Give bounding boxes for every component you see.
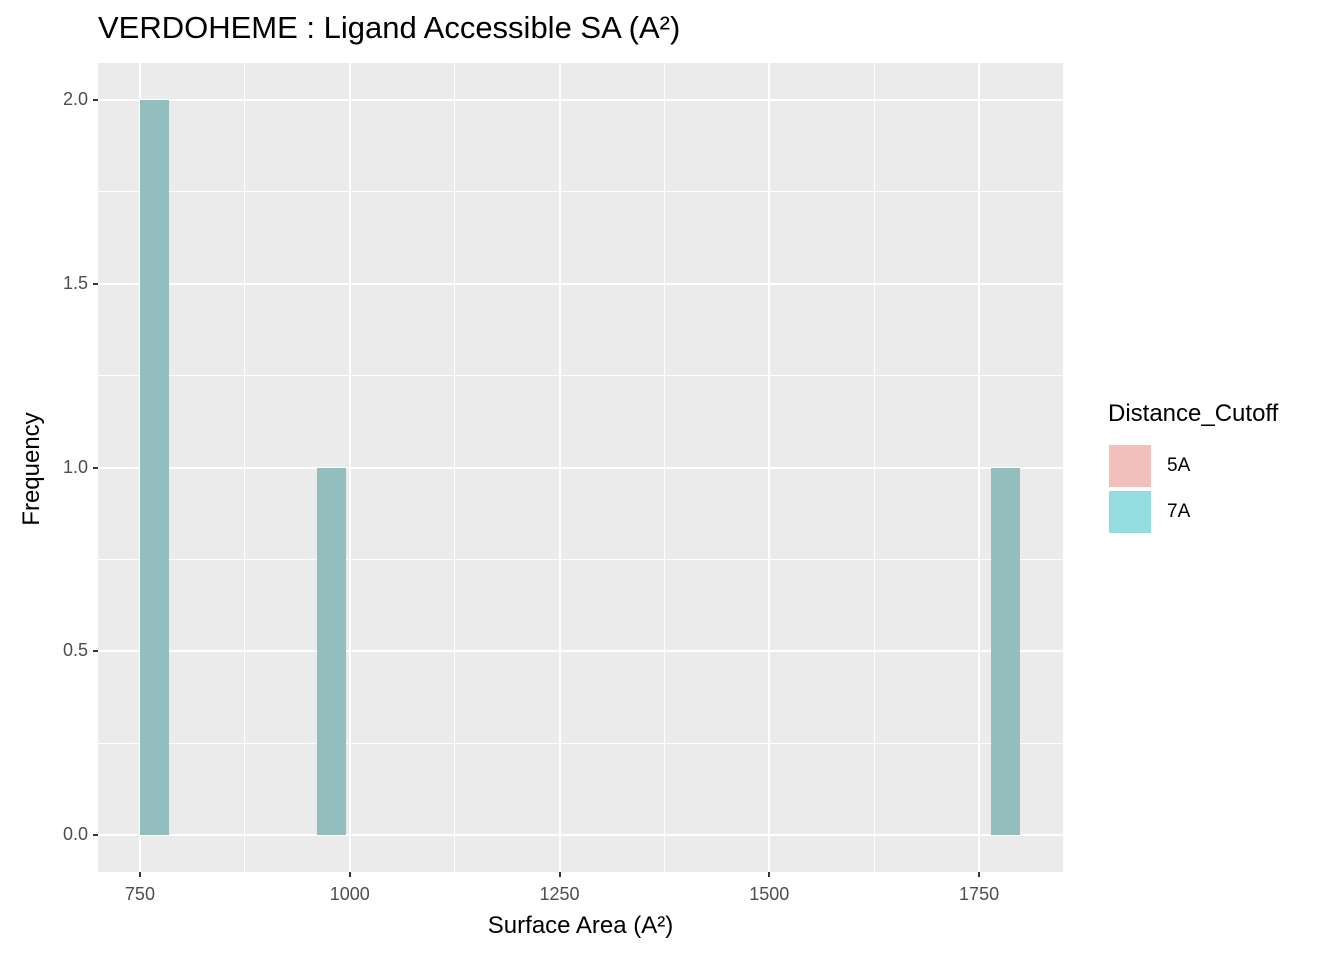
y-major-gridline xyxy=(98,282,1063,285)
y-major-gridline xyxy=(98,834,1063,837)
legend-label-5a: 5A xyxy=(1167,455,1191,476)
legend-swatch-7a xyxy=(1109,491,1151,533)
legend-label-7a: 7A xyxy=(1167,501,1191,522)
y-tick xyxy=(93,282,98,285)
x-tick xyxy=(138,872,141,877)
y-tick xyxy=(93,834,98,837)
legend-title: Distance_Cutoff xyxy=(1108,400,1279,427)
x-tick xyxy=(348,872,351,877)
chart-title: VERDOHEME : Ligand Accessible SA (A²) xyxy=(98,10,681,45)
histogram-bar xyxy=(317,467,347,836)
y-major-gridline xyxy=(98,466,1063,469)
legend-item-7a: 7A xyxy=(1108,490,1308,536)
x-tick-label: 1250 xyxy=(539,884,580,904)
y-tick-label: 1.0 xyxy=(62,456,88,477)
y-major-gridline xyxy=(98,650,1063,653)
y-minor-gridline xyxy=(98,375,1063,377)
legend-swatch-5a xyxy=(1109,445,1151,487)
y-tick xyxy=(93,466,98,469)
y-minor-gridline xyxy=(98,191,1063,193)
histogram-bar xyxy=(139,99,170,836)
y-tick-label: 0.0 xyxy=(62,824,88,845)
x-axis-label: Surface Area (A²) xyxy=(487,912,674,939)
y-minor-gridline xyxy=(98,558,1063,560)
x-tick-label: 1750 xyxy=(959,884,1000,904)
y-tick-label: 2.0 xyxy=(62,88,88,109)
x-tick xyxy=(978,872,981,877)
histogram-bar xyxy=(990,467,1021,836)
y-tick-label: 1.5 xyxy=(62,272,88,293)
y-tick-label: 0.5 xyxy=(62,640,88,661)
y-major-gridline xyxy=(98,98,1063,101)
x-tick-label: 1500 xyxy=(749,884,790,904)
y-tick xyxy=(93,650,98,653)
legend-item-5a: 5A xyxy=(1108,444,1308,490)
x-tick-label: 750 xyxy=(124,884,155,904)
y-minor-gridline xyxy=(98,742,1063,744)
y-tick xyxy=(93,98,98,101)
legend: Distance_Cutoff 5A 7A xyxy=(1108,400,1279,533)
x-tick xyxy=(558,872,561,877)
plot-panel xyxy=(98,63,1063,872)
x-tick xyxy=(768,872,771,877)
x-tick-label: 1000 xyxy=(329,884,370,904)
